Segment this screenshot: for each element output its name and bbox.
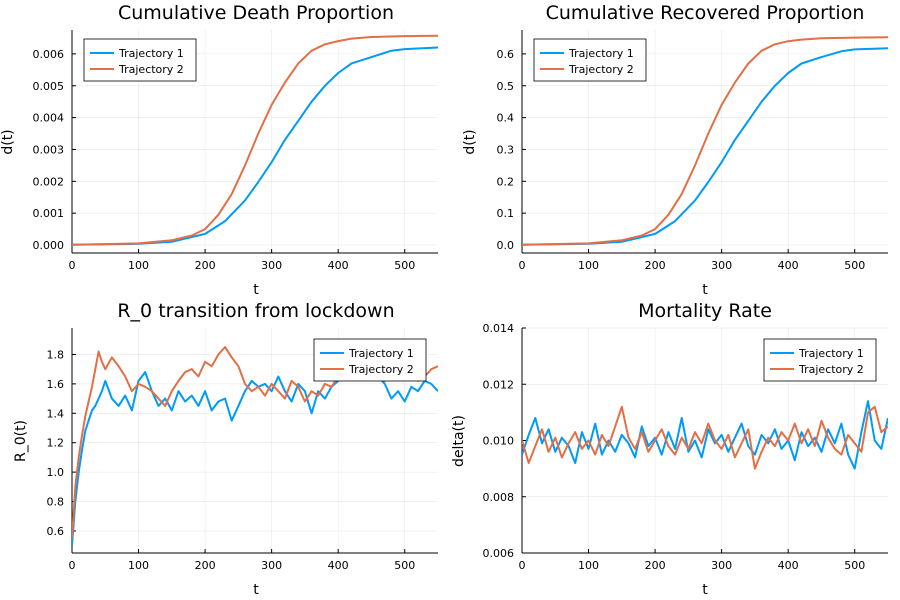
- chart-title: Cumulative Death Proportion: [118, 2, 394, 24]
- y-tick-label: 1.0: [47, 466, 65, 479]
- x-tick-label: 400: [778, 559, 799, 572]
- legend-box: [83, 38, 197, 82]
- y-tick-label: 0.006: [483, 547, 515, 560]
- y-tick-label: 0.3: [497, 143, 515, 156]
- x-tick-label: 500: [394, 259, 415, 272]
- x-axis-label: t: [253, 582, 259, 598]
- x-tick-label: 200: [195, 259, 216, 272]
- y-tick-label: 0.6: [47, 525, 65, 538]
- y-tick-label: 1.6: [47, 378, 65, 391]
- y-tick-label: 0.1: [497, 207, 515, 220]
- y-tick-label: 0.012: [483, 378, 515, 391]
- x-tick-label: 0: [519, 259, 526, 272]
- series-line-1: [72, 46, 438, 246]
- y-tick-label: 1.4: [47, 407, 65, 420]
- y-tick-label: 0.0: [497, 239, 515, 252]
- x-axis-label: t: [702, 282, 708, 298]
- x-tick-label: 200: [195, 559, 216, 572]
- panel-r0-transition: R_0 transition from lockdown t R_0(t): [13, 300, 395, 598]
- y-tick-label: 0.008: [483, 491, 515, 504]
- y-tick-label: 0.5: [497, 80, 515, 93]
- x-axis-label: t: [253, 282, 259, 298]
- series-group: [522, 36, 888, 246]
- legend-label-2: Trajectory 2: [348, 363, 414, 376]
- y-tick-label: 0.002: [33, 175, 65, 188]
- panel-cumulative-death: Cumulative Death Proportion t d(t) 0 100 2…: [0, 2, 888, 572]
- chart-title: R_0 transition from lockdown: [117, 300, 394, 322]
- legend-box: [763, 338, 877, 382]
- y-tick-label: 1.2: [47, 437, 65, 450]
- x-tick-label: 300: [711, 259, 732, 272]
- y-axis-label: d(t): [462, 129, 478, 154]
- legend-box: [533, 38, 647, 82]
- legend: Trajectory 1 Trajectory 2: [83, 38, 197, 82]
- y-tick-label: 0.000: [33, 239, 65, 252]
- x-tick-label: 300: [261, 559, 282, 572]
- x-tick-label: 400: [328, 259, 349, 272]
- x-tick-label: 200: [645, 559, 666, 572]
- x-tick-label: 500: [844, 559, 865, 572]
- legend: Trajectory 1 Trajectory 2: [533, 38, 647, 82]
- x-tick-label: 100: [128, 559, 149, 572]
- x-tick-label: 100: [578, 259, 599, 272]
- x-tick-label: 0: [69, 559, 76, 572]
- chart-title: Mortality Rate: [638, 300, 772, 322]
- plot-area: 0 100 200 300 400 500 0.0 0.1 0.2 0.3 0.4 0.5 0.6 0 10…: [47, 30, 888, 572]
- panel-mortality-rate: Mortality Rate t delta(t): [451, 300, 772, 598]
- legend-label-1: Trajectory 1: [568, 47, 634, 60]
- legend-label-1: Trajectory 1: [348, 347, 414, 360]
- y-tick-label: 0.6: [497, 48, 515, 61]
- y-tick-label: 0.8: [47, 496, 65, 509]
- series-line-2: [522, 405, 888, 470]
- x-tick-label: 400: [328, 559, 349, 572]
- x-tick-label: 0: [69, 259, 76, 272]
- legend-label-1: Trajectory 1: [118, 47, 184, 60]
- legend-label-2: Trajectory 2: [568, 63, 634, 76]
- x-tick-label: 200: [645, 259, 666, 272]
- y-tick-label: 0.004: [33, 112, 65, 125]
- y-tick-label: 1.8: [47, 348, 65, 361]
- y-axis-label: d(t): [0, 129, 16, 154]
- x-tick-label: 300: [261, 259, 282, 272]
- legend-label-2: Trajectory 2: [118, 63, 184, 76]
- x-axis-label: t: [702, 582, 708, 598]
- panel-cumulative-recovered: Cumulative Recovered Proportion t d(t): [462, 2, 864, 298]
- plot-area: 0 100 200 300 400 5000.0000.0010.0020.0030.00…: [33, 30, 888, 572]
- y-tick-label: 0.001: [33, 207, 65, 220]
- series-line-2: [522, 36, 888, 246]
- series-group: [522, 400, 888, 470]
- x-tick-label: 500: [844, 259, 865, 272]
- legend-label-1: Trajectory 1: [798, 347, 864, 360]
- x-tick-label: 400: [778, 259, 799, 272]
- legend: Trajectory 1 Trajectory 2: [763, 338, 877, 382]
- y-axis-label: R_0(t): [13, 420, 29, 462]
- plot-area: 0 100 200 300 400 500 0.6 0.8 1.0 1.2 1.4 1.6 1.8 0 10…: [47, 322, 888, 572]
- y-tick-label: 0.010: [483, 435, 515, 448]
- y-tick-label: 0.006: [33, 48, 65, 61]
- chart-title: Cumulative Recovered Proportion: [546, 2, 865, 24]
- x-tick-label: 100: [578, 559, 599, 572]
- series-line-2: [72, 34, 438, 246]
- y-tick-label: 0.005: [33, 80, 65, 93]
- legend: Trajectory 1 Trajectory 2: [313, 338, 427, 382]
- y-tick-label: 0.4: [497, 112, 515, 125]
- x-tick-label: 100: [128, 259, 149, 272]
- legend-box: [313, 338, 427, 382]
- series-group: [72, 34, 438, 246]
- x-tick-label: 300: [711, 559, 732, 572]
- series-line-1: [522, 47, 888, 246]
- y-tick-label: 0.003: [33, 143, 65, 156]
- y-tick-label: 0.2: [497, 175, 515, 188]
- x-tick-label: 0: [519, 559, 526, 572]
- y-axis-label: delta(t): [451, 415, 467, 467]
- legend-label-2: Trajectory 2: [798, 363, 864, 376]
- y-tick-label: 0.014: [483, 322, 515, 335]
- x-tick-label: 500: [394, 559, 415, 572]
